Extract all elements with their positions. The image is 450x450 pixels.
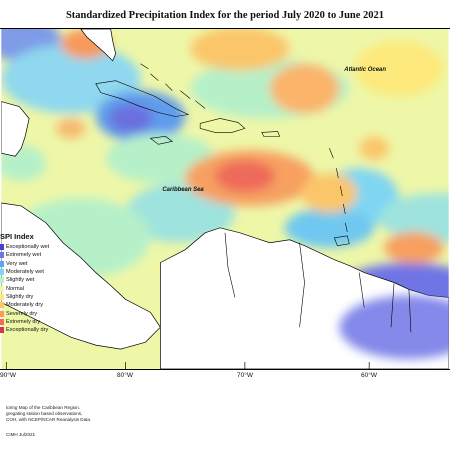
wet-zone bbox=[108, 104, 153, 133]
legend-swatch bbox=[0, 244, 4, 251]
legend-swatch bbox=[0, 302, 4, 309]
dry-zone bbox=[269, 63, 340, 114]
wet-zone bbox=[379, 193, 449, 243]
longitude-tick: 60°W bbox=[361, 372, 377, 379]
credit-line: gregating station based observations, bbox=[6, 411, 83, 417]
legend-swatch bbox=[0, 277, 4, 284]
legend-items: Exceptionally wet Extremely wet Very wet Mo… bbox=[0, 243, 58, 334]
legend-swatch bbox=[0, 269, 4, 276]
legend-label: Extremely wet bbox=[6, 252, 42, 259]
bahamas-outline bbox=[140, 63, 206, 109]
legend-label: Moderately wet bbox=[6, 269, 44, 276]
trinidad-outline bbox=[333, 235, 350, 247]
spi-map: Atlantic Ocean Caribbean Sea bbox=[0, 28, 450, 370]
florida-land bbox=[80, 29, 117, 62]
legend-item: Severely dry bbox=[0, 309, 58, 317]
legend-swatch bbox=[0, 285, 4, 292]
copyright-text: CIMH Jul2021 bbox=[6, 431, 36, 437]
map-title: Standardized Precipitation Index for the… bbox=[65, 10, 385, 21]
dry-zone bbox=[384, 231, 444, 264]
legend-swatch bbox=[0, 318, 4, 325]
legend-item: Extremely dry bbox=[0, 318, 58, 326]
legend-item: Very wet bbox=[0, 260, 58, 268]
legend-label: Slightly wet bbox=[6, 277, 35, 284]
atlantic-ocean-label: Atlantic Ocean bbox=[343, 67, 386, 73]
wet-zone bbox=[339, 295, 449, 360]
legend-title: SPI Index bbox=[0, 232, 34, 241]
legend-label: Extremely dry bbox=[6, 318, 41, 325]
legend-item: Moderately dry bbox=[0, 301, 58, 309]
longitude-tick: 80°W bbox=[117, 372, 133, 379]
jamaica-outline bbox=[149, 136, 174, 145]
legend-label: Very wet bbox=[6, 260, 28, 267]
wet-zone bbox=[284, 207, 375, 248]
country-border bbox=[224, 232, 412, 333]
dry-zone bbox=[354, 40, 444, 97]
legend-label: Moderately dry bbox=[6, 302, 43, 309]
legend-swatch bbox=[0, 310, 4, 317]
dry-zone bbox=[359, 136, 390, 161]
legend-item: Exceptionally wet bbox=[0, 243, 58, 251]
legend-label: Severely dry bbox=[6, 310, 38, 317]
legend-item: Moderately wet bbox=[0, 268, 58, 276]
central-america-land bbox=[1, 101, 30, 157]
legend-item: Normal bbox=[0, 284, 58, 292]
cuba-outline bbox=[95, 80, 190, 117]
lesser-antilles-outline bbox=[329, 148, 348, 232]
hispaniola-outline bbox=[199, 118, 246, 133]
legend-swatch bbox=[0, 327, 4, 334]
credit-line: toring Map of the Caribbean Region. bbox=[6, 405, 81, 410]
longitude-tick: 70°W bbox=[237, 372, 253, 379]
legend: SPI Index Exceptionally wet Extremely wet… bbox=[0, 232, 58, 334]
legend-label: Normal bbox=[6, 285, 25, 292]
longitude-tick: 90°W bbox=[0, 372, 16, 379]
credit-line: COH, with NCEP/NCAR Reanalysis Data. bbox=[6, 417, 92, 423]
wet-zone bbox=[1, 43, 141, 114]
dry-zone bbox=[301, 173, 358, 213]
dry-zone bbox=[215, 160, 275, 193]
puerto-rico-outline bbox=[261, 131, 281, 137]
legend-swatch bbox=[0, 260, 4, 267]
legend-label: Exceptionally wet bbox=[6, 244, 50, 251]
legend-item: Slightly wet bbox=[0, 276, 58, 284]
dry-zone bbox=[190, 29, 290, 71]
dry-zone bbox=[55, 118, 86, 139]
caribbean-sea-label: Caribbean Sea bbox=[162, 187, 204, 193]
legend-swatch bbox=[0, 293, 4, 300]
legend-item: Exceptionally dry bbox=[0, 326, 58, 334]
legend-swatch bbox=[0, 252, 4, 259]
legend-item: Slightly dry bbox=[0, 293, 58, 301]
legend-label: Slightly dry bbox=[6, 293, 34, 300]
map-credits: toring Map of the Caribbean Region. greg… bbox=[6, 405, 91, 438]
legend-item: Extremely wet bbox=[0, 251, 58, 259]
legend-label: Exceptionally dry bbox=[6, 327, 49, 334]
